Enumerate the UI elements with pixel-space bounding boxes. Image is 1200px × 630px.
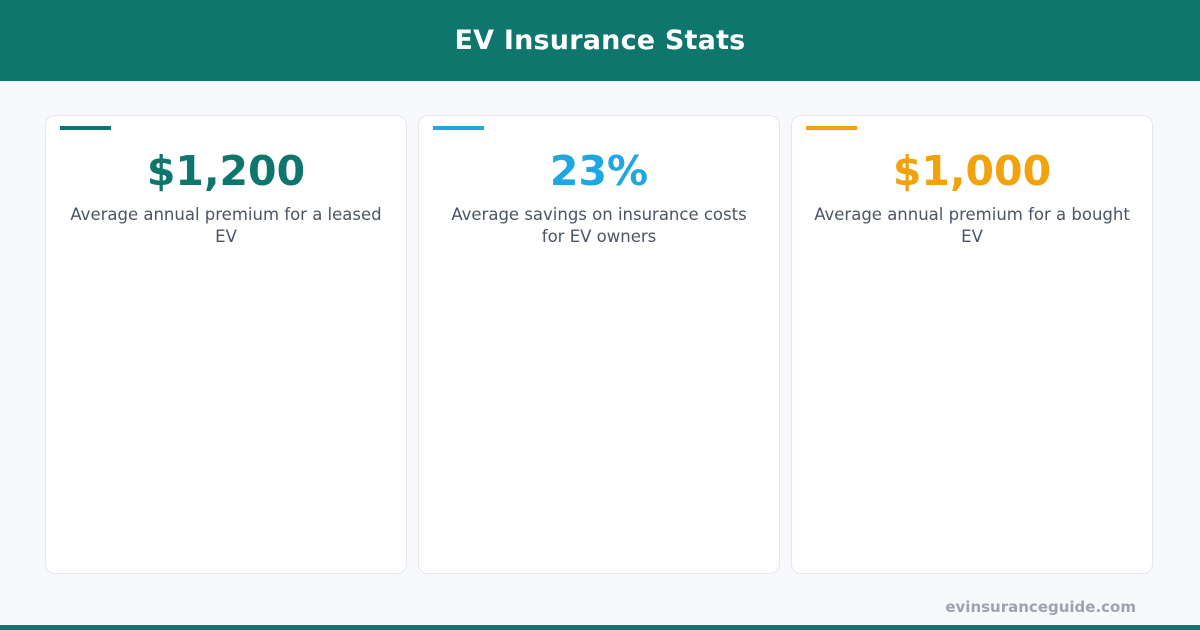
stats-cards: $1,200 Average annual premium for a leas… <box>45 115 1155 576</box>
stat-description: Average annual premium for a bought EV <box>814 205 1130 246</box>
stat-card-leased-premium: $1,200 Average annual premium for a leas… <box>45 115 407 574</box>
footer-divider <box>0 625 1200 630</box>
header-banner: EV Insurance Stats <box>0 0 1200 81</box>
stat-value: 23% <box>549 147 649 195</box>
accent-bar <box>806 126 857 130</box>
stat-value: $1,200 <box>146 147 306 195</box>
accent-bar <box>60 126 111 130</box>
stat-description: Average savings on insurance costs for E… <box>451 205 747 246</box>
stat-card-bought-premium: $1,000 Average annual premium for a boug… <box>791 115 1153 574</box>
stat-card-savings: 23% Average savings on insurance costs f… <box>418 115 780 574</box>
stat-value: $1,000 <box>892 147 1052 195</box>
stat-description: Average annual premium for a leased EV <box>70 205 382 246</box>
page-title: EV Insurance Stats <box>454 25 746 56</box>
footer-site-link[interactable]: evinsuranceguide.com <box>945 598 1136 616</box>
accent-bar <box>433 126 484 130</box>
